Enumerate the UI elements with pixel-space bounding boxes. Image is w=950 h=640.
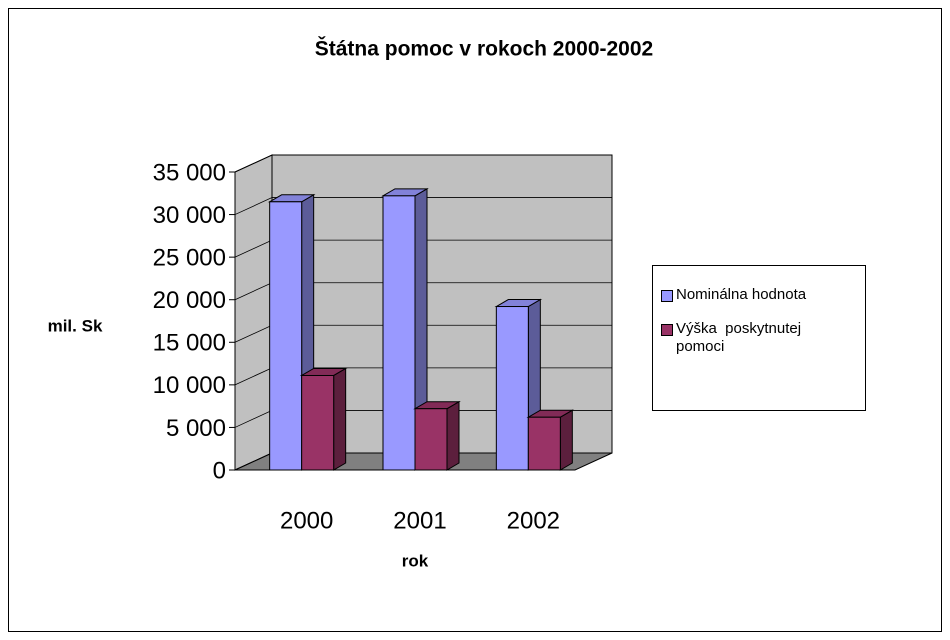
y-tick-label: 5 000 [166, 415, 226, 442]
bar-front [269, 201, 303, 471]
legend-entry: Výška poskytnutej pomoci [661, 320, 859, 356]
y-tick-label: 25 000 [153, 244, 226, 271]
bar-side [559, 409, 573, 471]
side-wall [234, 154, 273, 471]
legend-swatch [661, 290, 673, 302]
y-tick-label: 20 000 [153, 287, 226, 314]
legend: Nominálna hodnota Výška poskytnutej pomoc… [652, 265, 866, 411]
y-axis-label: mil. Sk [48, 316, 103, 335]
legend-swatch [661, 324, 673, 336]
x-tick-label: 2000 [280, 507, 333, 534]
bar-front [382, 195, 416, 471]
grid-line [234, 197, 612, 215]
y-tick-label: 30 000 [153, 202, 226, 229]
bar-front [495, 306, 529, 471]
bar-front [527, 416, 561, 471]
bar-side [333, 367, 347, 471]
bar-front [414, 408, 448, 471]
y-tick-label: 15 000 [153, 330, 226, 357]
legend-label: Výška poskytnutej pomoci [676, 320, 806, 355]
chart-title: Štátna pomoc v rokoch 2000-2002 [315, 37, 653, 61]
x-axis-label: rok [402, 551, 429, 570]
y-tick-label: 0 [213, 457, 226, 484]
y-tick-label: 10 000 [153, 372, 226, 399]
bar [299, 367, 348, 471]
x-tick-label: 2001 [393, 507, 446, 534]
bar-front [301, 374, 335, 471]
bar-side [446, 400, 460, 471]
x-tick-label: 2002 [507, 507, 560, 534]
bar [526, 409, 575, 471]
legend-entry: Nominálna hodnota [661, 286, 859, 304]
bar [381, 187, 429, 471]
legend-label: Nominálna hodnota [676, 286, 807, 303]
bar [413, 400, 461, 471]
grid-line [234, 154, 612, 173]
y-tick-label: 35 000 [153, 159, 226, 186]
